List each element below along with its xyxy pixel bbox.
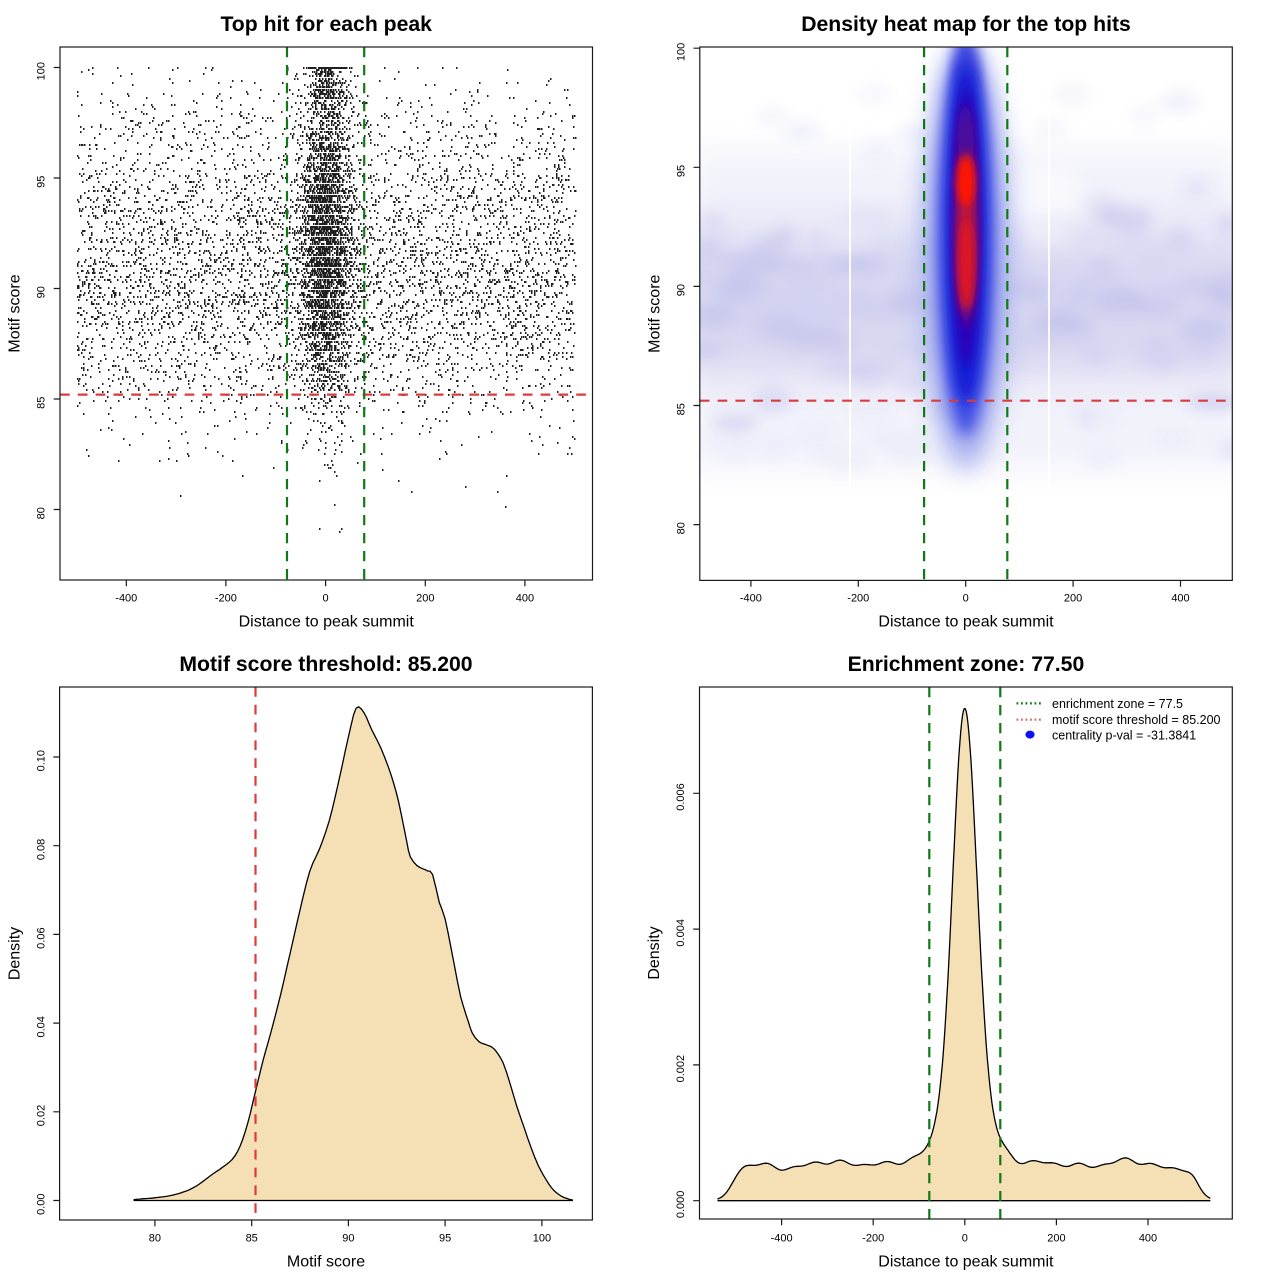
svg-text:Motif score: Motif score: [647, 274, 664, 352]
svg-text:200: 200: [1047, 1233, 1065, 1245]
svg-text:100: 100: [36, 62, 48, 80]
svg-text:-400: -400: [771, 1233, 793, 1245]
svg-text:motif score threshold = 85.200: motif score threshold = 85.200: [1052, 713, 1221, 727]
svg-text:-200: -200: [847, 593, 869, 605]
svg-text:Density: Density: [646, 926, 663, 979]
svg-text:Motif score threshold: 85.200: Motif score threshold: 85.200: [179, 653, 472, 676]
svg-text:Top hit for each peak: Top hit for each peak: [220, 13, 432, 36]
svg-text:85: 85: [36, 397, 48, 409]
svg-text:80: 80: [36, 507, 48, 519]
svg-text:Motif score: Motif score: [287, 1254, 365, 1271]
svg-text:90: 90: [36, 286, 48, 298]
svg-text:90: 90: [676, 284, 688, 296]
svg-text:0.002: 0.002: [675, 1055, 687, 1083]
svg-text:-200: -200: [862, 1233, 884, 1245]
svg-text:Distance to peak summit: Distance to peak summit: [239, 614, 415, 631]
svg-text:-400: -400: [115, 593, 137, 605]
svg-text:85: 85: [676, 403, 688, 415]
svg-text:Distance to peak summit: Distance to peak summit: [878, 614, 1054, 631]
svg-text:enrichment zone = 77.5: enrichment zone = 77.5: [1052, 697, 1183, 711]
svg-text:80: 80: [676, 522, 688, 534]
svg-text:0.04: 0.04: [35, 1016, 47, 1037]
svg-text:Density heat map for the top h: Density heat map for the top hits: [801, 13, 1131, 36]
svg-text:0.000: 0.000: [675, 1191, 687, 1219]
svg-text:0.004: 0.004: [675, 919, 687, 947]
svg-text:0.08: 0.08: [35, 839, 47, 860]
svg-text:200: 200: [1064, 593, 1082, 605]
svg-text:Distance to peak summit: Distance to peak summit: [878, 1254, 1054, 1271]
svg-text:400: 400: [516, 593, 534, 605]
svg-text:centrality p-val = -31.3841: centrality p-val = -31.3841: [1052, 728, 1196, 742]
svg-text:0.06: 0.06: [35, 927, 47, 948]
svg-text:95: 95: [439, 1233, 451, 1245]
svg-text:Density: Density: [6, 927, 23, 980]
svg-text:Enrichment zone: 77.50: Enrichment zone: 77.50: [848, 653, 1085, 676]
svg-text:100: 100: [533, 1233, 551, 1245]
svg-text:95: 95: [676, 165, 688, 177]
svg-text:0: 0: [962, 1233, 968, 1245]
svg-text:85: 85: [246, 1233, 258, 1245]
svg-text:0.00: 0.00: [35, 1193, 47, 1214]
svg-text:90: 90: [342, 1233, 354, 1245]
svg-text:-200: -200: [215, 593, 237, 605]
svg-text:100: 100: [676, 43, 688, 61]
svg-text:-400: -400: [740, 593, 762, 605]
svg-text:95: 95: [36, 176, 48, 188]
svg-text:200: 200: [416, 593, 434, 605]
svg-text:80: 80: [149, 1233, 161, 1245]
svg-text:0: 0: [963, 593, 969, 605]
svg-text:0.006: 0.006: [675, 783, 687, 811]
svg-text:0.02: 0.02: [35, 1105, 47, 1126]
svg-text:400: 400: [1171, 593, 1189, 605]
svg-text:400: 400: [1139, 1233, 1157, 1245]
svg-text:0: 0: [323, 593, 329, 605]
svg-text:Motif score: Motif score: [7, 274, 24, 352]
svg-text:0.10: 0.10: [35, 750, 47, 771]
